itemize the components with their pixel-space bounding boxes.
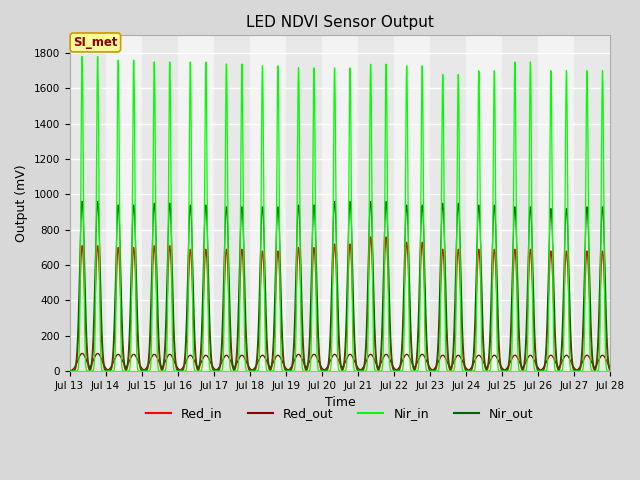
Bar (250, 36, 286, 371)
Y-axis label: Output (mV): Output (mV) (15, 165, 28, 242)
Bar (106, 36, 141, 371)
Title: LED NDVI Sensor Output: LED NDVI Sensor Output (246, 15, 434, 30)
Bar (178, 36, 214, 371)
Bar (322, 36, 358, 371)
Bar (538, 36, 574, 371)
Bar (466, 36, 502, 371)
Bar (394, 36, 430, 371)
Text: SI_met: SI_met (73, 36, 118, 49)
Legend: Red_in, Red_out, Nir_in, Nir_out: Red_in, Red_out, Nir_in, Nir_out (141, 402, 539, 425)
X-axis label: Time: Time (324, 396, 355, 409)
